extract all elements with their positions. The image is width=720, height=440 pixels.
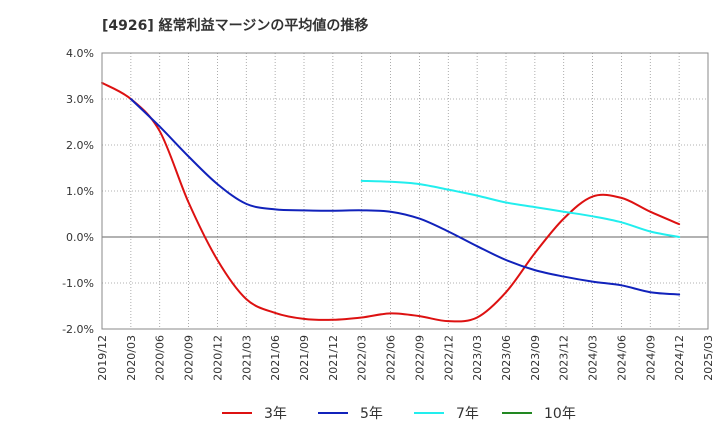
x-tick-label: 2021/12: [327, 335, 340, 381]
x-tick-label: 2023/12: [558, 335, 571, 381]
x-tick-label: 2021/06: [269, 335, 282, 381]
x-tick-label: 2019/12: [96, 335, 109, 381]
legend-label: 3年: [264, 406, 287, 422]
x-axis-tick-labels: 2019/12 2020/03 2020/06 2020/09 2020/12 2021/…: [96, 335, 715, 381]
y-tick-label: 4.0%: [66, 47, 94, 60]
x-tick-label: 2022/03: [356, 335, 369, 381]
legend-label: 10年: [544, 406, 576, 422]
x-tick-label: 2024/12: [673, 335, 686, 381]
y-tick-label: 3.0%: [66, 93, 94, 106]
y-tick-label: 1.0%: [66, 185, 94, 198]
x-tick-label: 2021/03: [240, 335, 253, 381]
x-tick-label: 2020/03: [125, 335, 138, 381]
x-tick-label: 2022/09: [413, 335, 426, 381]
legend-label: 7年: [456, 406, 479, 422]
x-tick-label: 2020/12: [211, 335, 224, 381]
x-tick-label: 2023/03: [471, 335, 484, 381]
series-lines: [101, 81, 681, 323]
x-tick-label: 2024/09: [644, 335, 657, 381]
legend: 3年 5年 7年 10年: [222, 406, 576, 422]
plot-area-border: [101, 52, 709, 330]
x-tick-label: 2022/06: [385, 335, 398, 381]
y-tick-label: -1.0%: [62, 277, 94, 290]
x-tick-label: 2023/06: [500, 335, 513, 381]
x-tick-label: 2022/12: [442, 335, 455, 381]
x-tick-label: 2021/09: [298, 335, 311, 381]
grid: [101, 52, 709, 330]
y-tick-label: 2.0%: [66, 139, 94, 152]
y-tick-label: -2.0%: [62, 323, 94, 336]
y-tick-label: 0.0%: [66, 231, 94, 244]
x-tick-label: 2025/03: [702, 335, 715, 381]
x-tick-label: 2024/06: [615, 335, 628, 381]
x-tick-label: 2023/09: [529, 335, 542, 381]
chart-title: [4926] 経常利益マージンの平均値の推移: [102, 17, 368, 34]
x-tick-label: 2020/09: [183, 335, 196, 381]
x-tick-label: 2020/06: [154, 335, 167, 381]
y-axis-tick-labels: 4.0% 3.0% 2.0% 1.0% 0.0% -1.0% -2.0%: [62, 47, 94, 336]
x-tick-label: 2024/03: [587, 335, 600, 381]
series-line-1: [129, 98, 681, 296]
series-line-0: [101, 81, 681, 323]
series-line-2: [360, 179, 681, 238]
legend-label: 5年: [360, 406, 383, 422]
